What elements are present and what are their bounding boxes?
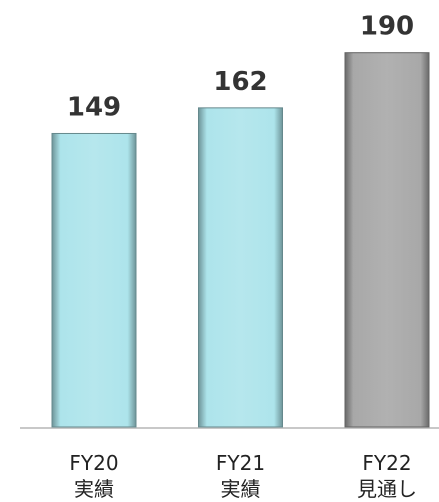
bar — [344, 52, 430, 428]
x-tick-label-line: FY20 — [69, 451, 118, 475]
x-tick-label-line: 実績 — [74, 477, 114, 501]
x-tick-label-line: 見通し — [357, 477, 417, 501]
x-tick-label-line: 実績 — [221, 477, 261, 501]
bar — [51, 132, 137, 428]
value-label: 190 — [360, 12, 414, 42]
x-tick-label: FY20 実績 — [69, 451, 118, 501]
bar — [198, 107, 283, 428]
x-tick-label-line: FY22 — [362, 451, 411, 475]
value-label: 149 — [67, 92, 121, 122]
x-tick-label: FY21 実績 — [216, 451, 265, 501]
value-label: 162 — [213, 67, 267, 97]
x-tick-label-line: FY21 — [216, 451, 265, 475]
x-tick-label: FY22 見通し — [357, 451, 417, 501]
